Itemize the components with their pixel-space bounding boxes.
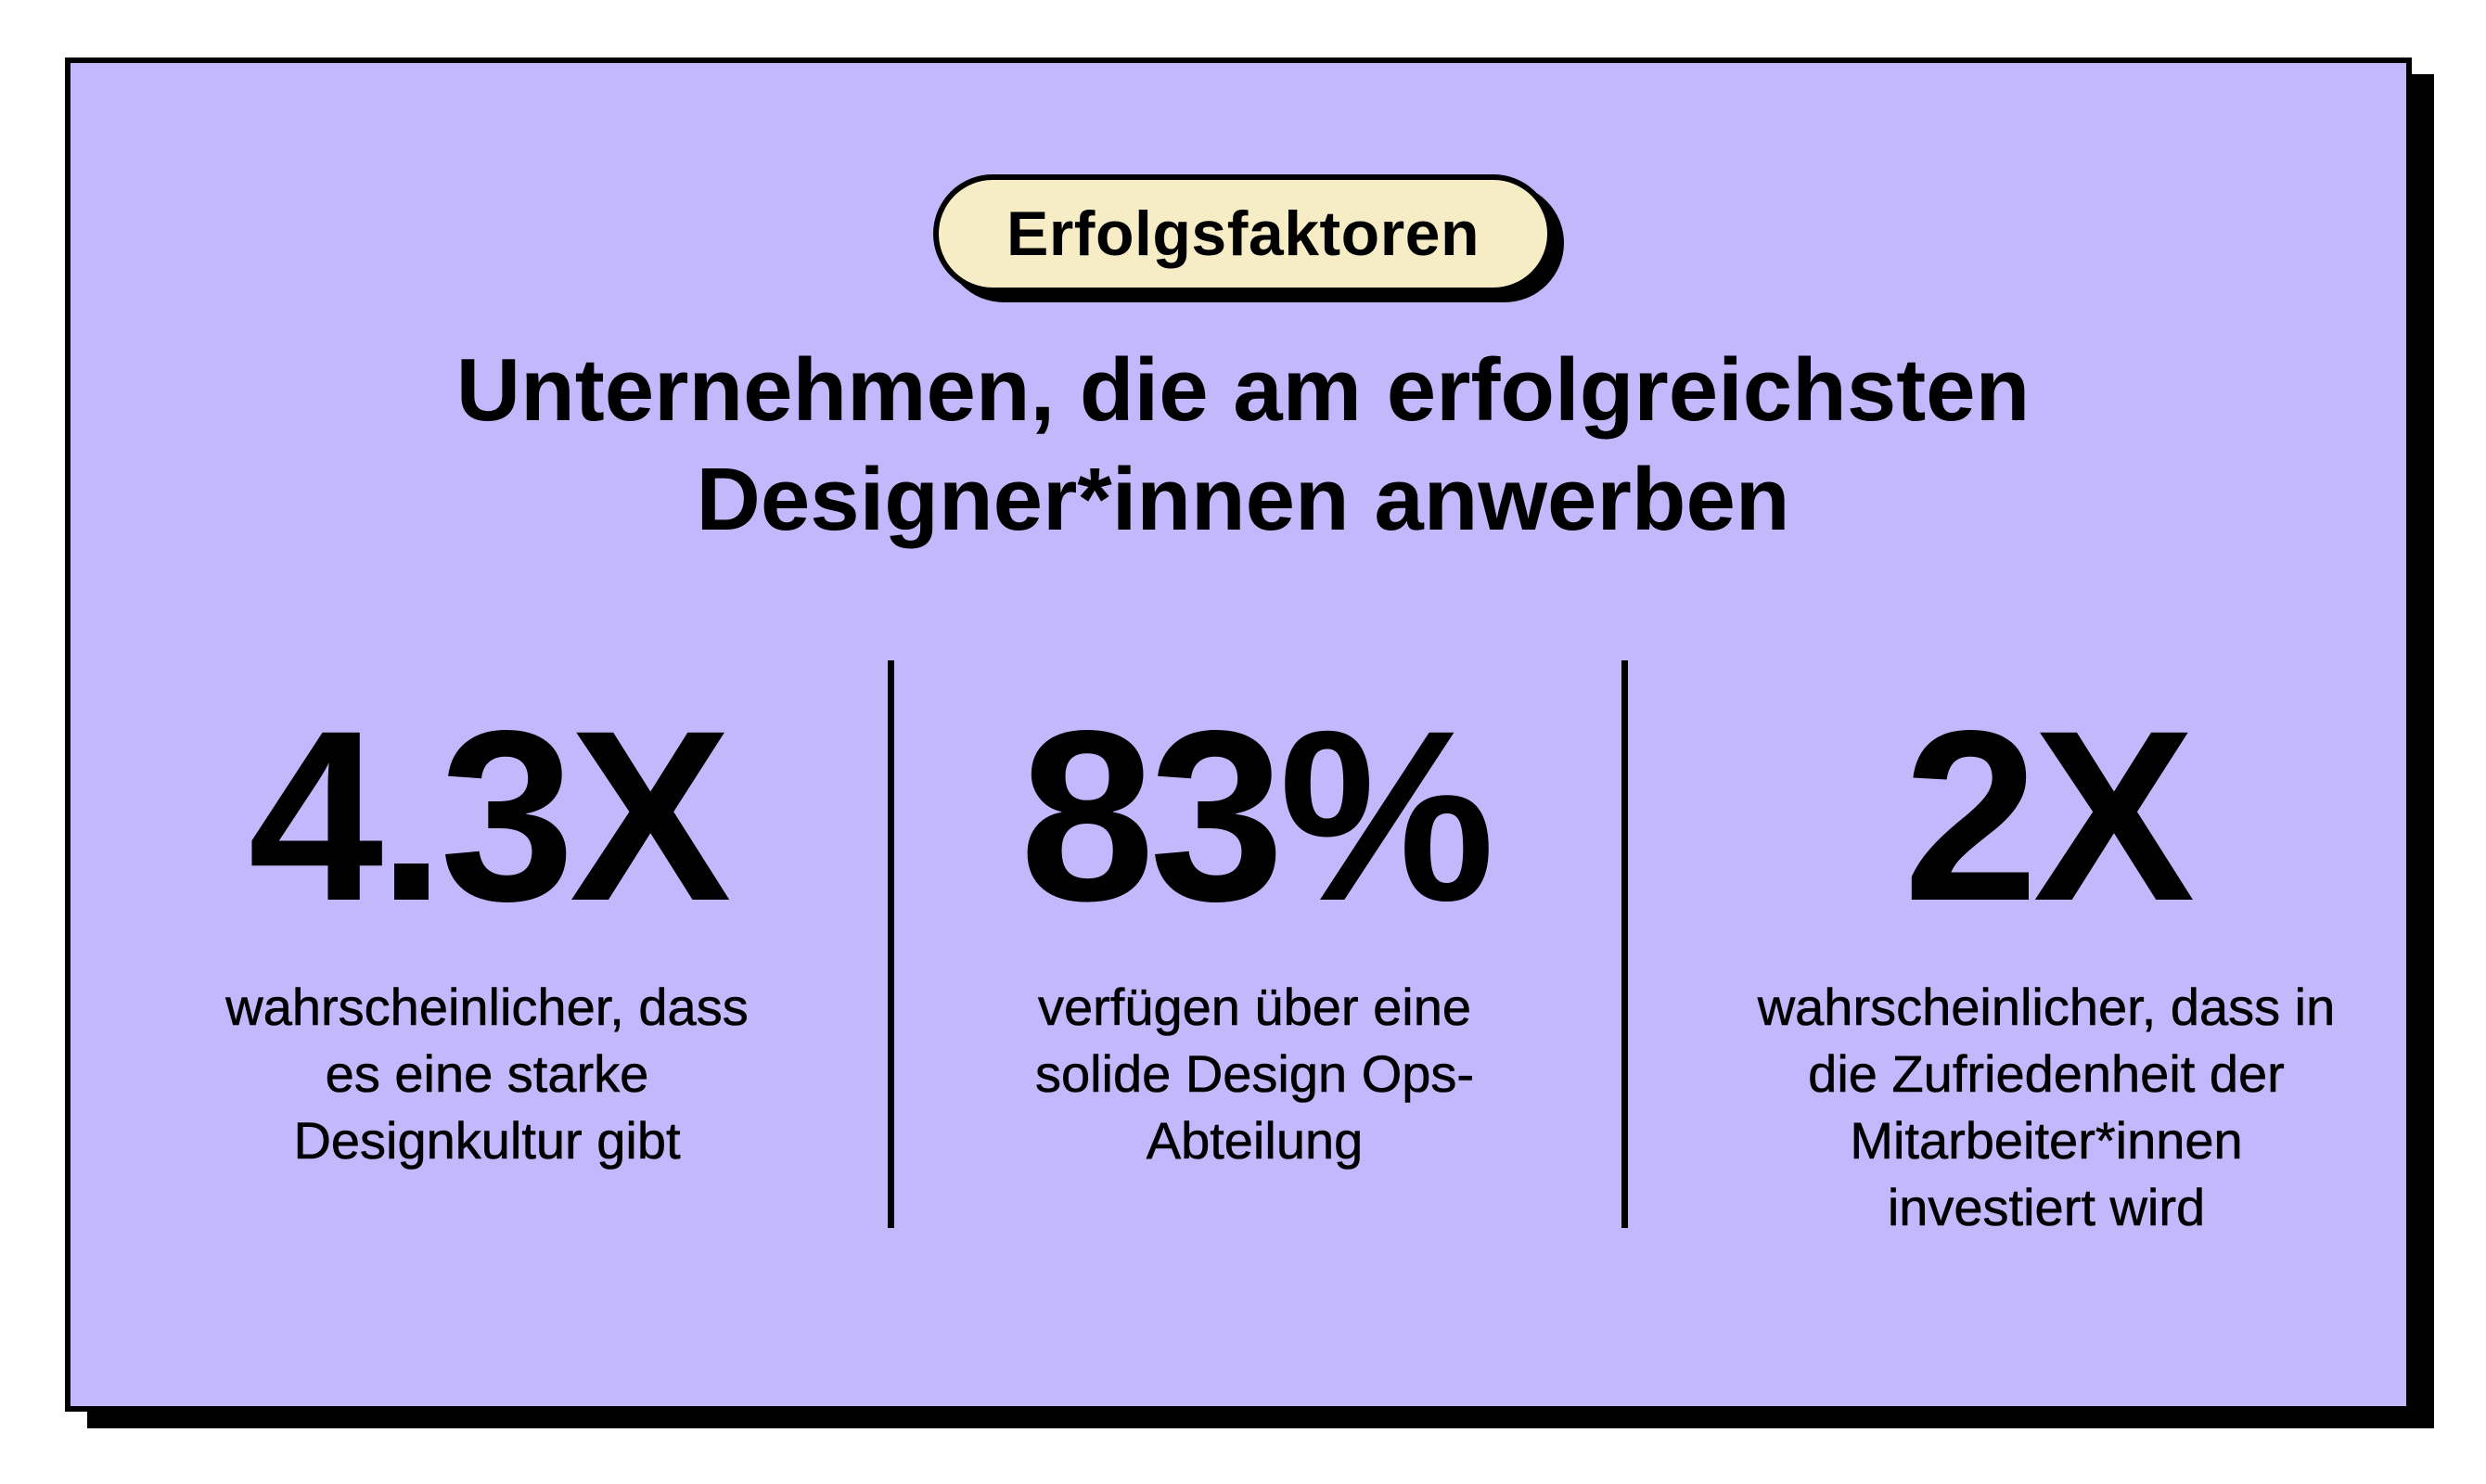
column-divider-1 [888,660,894,1228]
stat-value: 4.3X [248,680,732,952]
stat-description-line: solide Design Ops- [1034,1044,1475,1104]
stat-description-line: es eine starke [325,1044,649,1104]
stat-description: wahrscheinlicher, dass in die Zufriedenh… [1647,974,2445,1241]
stat-design-culture: 4.3X wahrscheinlicher, dass es eine star… [111,686,863,1174]
headline-line-1: Unternehmen, die am erfolgreichsten [455,340,2031,440]
stat-value: 2X [1903,680,2195,952]
stat-description-line: Abteilung [1146,1111,1364,1171]
stat-description: wahrscheinlicher, dass es eine starke De… [111,974,863,1174]
headline: Unternehmen, die am erfolgreichsten Desi… [186,336,2300,555]
category-badge: Erfolgsfaktoren [933,174,1564,302]
stat-description-line: Mitarbeiter*innen [1850,1111,2243,1171]
headline-line-2: Designer*innen anwerben [696,450,1790,549]
stat-description-line: die Zufriedenheit der [1808,1044,2285,1104]
stat-description-line: wahrscheinlicher, dass [225,978,749,1037]
stat-description: verfügen über eine solide Design Ops- Ab… [914,974,1595,1174]
stat-employee-satisfaction: 2X wahrscheinlicher, dass in die Zufried… [1647,686,2445,1241]
stat-description-line: wahrscheinlicher, dass in [1757,978,2336,1037]
stat-description-line: Designkultur gibt [293,1111,681,1171]
column-divider-2 [1621,660,1628,1228]
badge-label: Erfolgsfaktoren [933,174,1553,293]
stat-description-line: investiert wird [1887,1178,2206,1237]
stat-design-ops: 83% verfügen über eine solide Design Ops… [914,686,1595,1174]
stat-description-line: verfügen über eine [1037,978,1472,1037]
stat-value: 83% [1019,680,1494,952]
